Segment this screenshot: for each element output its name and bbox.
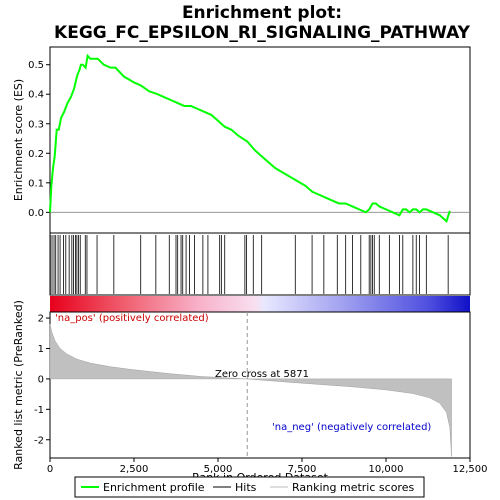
es-y-tick-label: 0.0 [28,208,44,219]
metric-y-axis-label: Ranked list metric (PreRanked) [12,300,25,470]
x-tick-label: 10,000 [369,464,404,475]
es-panel-frame [49,46,471,234]
neg-label: 'na_neg' (negatively correlated) [272,422,431,433]
es-y-tick-label: 0.2 [28,149,44,160]
es-y-tick-label: 0.4 [28,90,44,101]
x-tick-label: 2,500 [120,464,149,475]
metric-y-tick-label: 0 [38,374,44,385]
legend-enrichment-label: Enrichment profile [103,481,205,494]
chart-title-line2: KEGG_FC_EPSILON_RI_SIGNALING_PATHWAY [54,23,471,43]
x-tick-label: 7,500 [288,464,317,475]
x-tick-label: 5,000 [204,464,233,475]
pos-label: 'na_pos' (positively correlated) [55,313,209,324]
hits-markers [49,235,449,294]
es-y-axis-label: Enrichment score (ES) [12,79,25,201]
es-y-tick-label: 0.1 [28,178,44,189]
es-y-tick-label: 0.3 [28,119,44,130]
metric-y-tick-label: -2 [34,435,44,446]
enrichment-profile-line [49,53,451,223]
legend-metric-label: Ranking metric scores [292,481,414,494]
metric-y-tick-label: 2 [38,314,44,325]
rank-color-bar [50,296,470,312]
es-y-ticks: 0.0 0.1 0.2 0.3 0.4 0.5 [28,60,50,219]
metric-y-ticks: 2 1 0 -1 -2 [34,314,50,446]
x-tick-label: 12,500 [453,464,488,475]
metric-y-tick-label: -1 [34,405,44,416]
hits-panel-frame [49,232,471,296]
metric-y-tick-label: 1 [38,344,44,355]
chart-title-line1: Enrichment plot: [182,3,342,23]
metric-x-ticks: 0 2,500 5,000 7,500 10,000 12,500 [47,458,488,475]
zero-cross-label: Zero cross at 5871 [215,369,309,380]
legend: Enrichment profile Hits Ranking metric s… [74,476,425,498]
x-tick-label: 0 [47,464,53,475]
legend-hits-label: Hits [235,481,257,494]
es-y-tick-label: 0.5 [28,60,44,71]
